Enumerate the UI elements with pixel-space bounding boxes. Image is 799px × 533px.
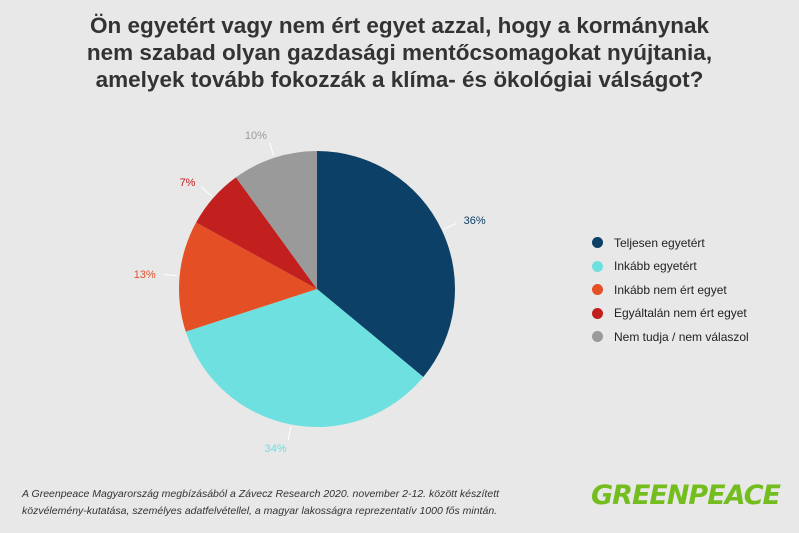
- title-line-3: amelyek tovább fokozzák a klíma- és ökol…: [95, 67, 704, 92]
- legend-label: Inkább egyetért: [614, 259, 697, 274]
- pie-slice: [317, 151, 456, 377]
- legend-swatch: [592, 331, 603, 343]
- slice-value-label: 13%: [134, 269, 156, 281]
- slice-value-label: 34%: [265, 443, 287, 455]
- pie-slice: [196, 177, 317, 289]
- legend-swatch: [592, 307, 603, 319]
- legend-item: Nem tudja / nem válaszol: [592, 325, 749, 349]
- slice-leader-line: [201, 186, 213, 197]
- pie-slice: [235, 151, 317, 289]
- title-line-1: Ön egyetért vagy nem ért egyet azzal, ho…: [90, 13, 709, 38]
- slice-leader-line: [443, 222, 457, 230]
- footnote-line-1: A Greenpeace Magyarország megbízásából a…: [22, 488, 500, 500]
- legend-label: Egyáltalán nem ért egyet: [614, 306, 747, 321]
- slice-leader-line: [163, 274, 178, 277]
- legend-item: Inkább nem ért egyet: [592, 278, 749, 302]
- legend-label: Inkább nem ért egyet: [614, 282, 727, 297]
- footnote-line-2: közvélemény-kutatása, személyes adatfelv…: [22, 505, 498, 517]
- slice-value-label: 7%: [180, 177, 196, 189]
- slice-leader-line: [268, 142, 275, 157]
- slice-value-label: 10%: [245, 130, 267, 142]
- legend-swatch: [592, 260, 603, 272]
- legend-swatch: [592, 237, 603, 249]
- slice-leader-line: [287, 426, 292, 441]
- legend-swatch: [592, 284, 603, 296]
- chart-title: Ön egyetért vagy nem ért egyet azzal, ho…: [20, 12, 779, 93]
- greenpeace-logo: GREENPEACE: [591, 480, 781, 511]
- legend: Teljesen egyetért Inkább egyetért Inkább…: [592, 231, 749, 349]
- pie-slice: [179, 222, 317, 332]
- title-line-2: nem szabad olyan gazdasági mentőcsomagok…: [86, 40, 713, 65]
- slice-value-label: 36%: [464, 215, 486, 227]
- legend-label: Nem tudja / nem válaszol: [614, 329, 749, 344]
- source-footnote: A Greenpeace Magyarország megbízásából a…: [22, 486, 499, 520]
- legend-label: Teljesen egyetért: [614, 235, 705, 250]
- pie-slice: [185, 289, 424, 427]
- legend-item: Egyáltalán nem ért egyet: [592, 302, 749, 326]
- legend-item: Inkább egyetért: [592, 255, 749, 279]
- legend-item: Teljesen egyetért: [592, 231, 749, 255]
